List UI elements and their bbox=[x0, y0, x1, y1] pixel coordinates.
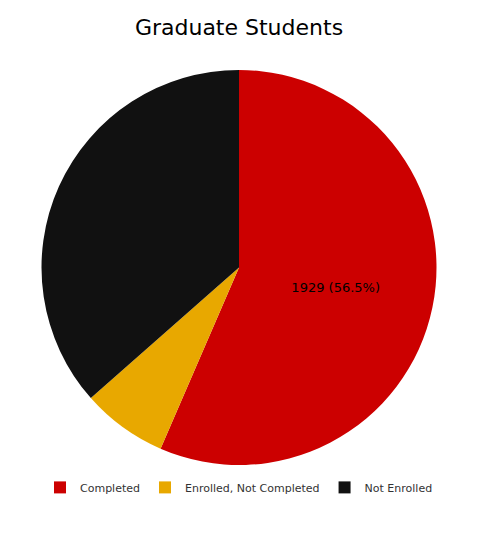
svg-text:Completed: Completed bbox=[80, 482, 140, 495]
svg-text:Not Enrolled: Not Enrolled bbox=[365, 482, 433, 495]
svg-text:Graduate Students: Graduate Students bbox=[135, 15, 343, 40]
svg-text:1929 (56.5%): 1929 (56.5%) bbox=[291, 280, 380, 295]
svg-text:Enrolled, Not Completed: Enrolled, Not Completed bbox=[185, 482, 320, 495]
